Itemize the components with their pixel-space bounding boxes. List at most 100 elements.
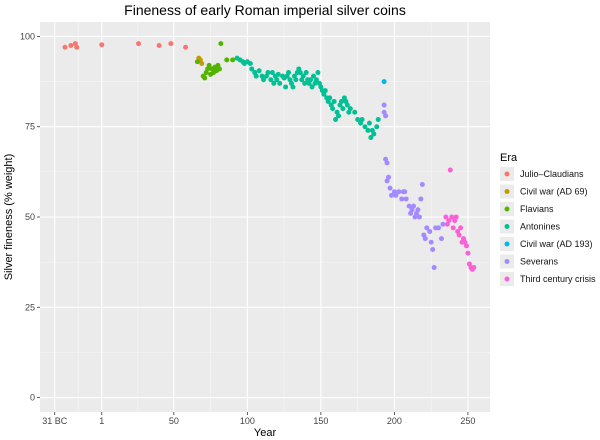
data-point (315, 70, 321, 76)
data-point (456, 232, 462, 238)
x-axis: 31 BC 1 50 100 150 200 250 (42, 412, 475, 426)
legend: Era Julio–Claudians Civil war (AD 69) Flav… (500, 152, 596, 286)
legend-key-dot (504, 206, 510, 212)
y-tick-label: 25 (25, 302, 35, 312)
data-point (447, 167, 453, 173)
x-tick-label: 100 (240, 416, 255, 426)
data-point (438, 236, 444, 242)
data-point (322, 88, 328, 94)
data-point (247, 61, 253, 67)
data-point (216, 66, 222, 72)
data-point (256, 68, 262, 74)
data-point (269, 70, 275, 76)
data-point (430, 247, 436, 252)
data-point (366, 120, 372, 126)
data-point (271, 80, 277, 86)
data-point (303, 70, 309, 76)
data-point (446, 218, 452, 224)
data-point (74, 44, 80, 50)
x-tick-label: 1 (99, 416, 104, 426)
data-point (371, 131, 377, 137)
data-point (388, 192, 394, 198)
legend-key-dot (504, 171, 510, 177)
data-point (336, 113, 342, 119)
data-point (399, 196, 405, 202)
data-point (383, 113, 389, 119)
data-point (218, 41, 224, 47)
data-point (453, 214, 459, 220)
data-point (374, 124, 380, 130)
data-point (68, 42, 74, 48)
data-point (194, 59, 200, 65)
y-tick-label: 75 (25, 122, 35, 132)
data-point (331, 98, 337, 104)
legend-key-dot (504, 259, 510, 264)
data-point (403, 196, 409, 202)
y-tick-label: 50 (25, 212, 35, 222)
data-point (156, 42, 162, 48)
y-tick-label: 100 (20, 31, 35, 41)
data-point (406, 203, 412, 209)
data-point (419, 182, 425, 187)
data-point (440, 221, 446, 227)
data-point (199, 61, 205, 67)
data-point (286, 70, 292, 76)
data-point (136, 41, 142, 47)
y-axis-title: Silver fineness (% weight) (3, 154, 15, 281)
data-point (458, 225, 464, 231)
data-point (344, 102, 350, 108)
data-point (99, 42, 105, 48)
legend-label: Severans (520, 257, 559, 267)
data-point (436, 225, 442, 231)
data-point (330, 106, 336, 112)
legend-key-dot (504, 224, 510, 229)
data-point (352, 109, 358, 115)
data-point (375, 117, 381, 122)
data-point (202, 75, 208, 81)
data-point (347, 106, 353, 112)
legend-label: Civil war (AD 193) (520, 239, 593, 249)
data-point (450, 225, 456, 231)
data-point (338, 98, 344, 104)
legend-key-dot (504, 189, 510, 194)
data-point (415, 207, 421, 213)
data-point (368, 135, 374, 141)
data-point (355, 117, 361, 122)
data-point (386, 174, 392, 180)
data-point (427, 228, 433, 234)
data-point (431, 265, 437, 271)
legend-label: Antonines (520, 222, 561, 232)
data-point (309, 84, 315, 90)
data-point (465, 250, 471, 256)
data-point (362, 124, 368, 130)
data-point (381, 102, 387, 108)
data-point (471, 265, 477, 271)
data-point (277, 80, 283, 86)
data-point (424, 225, 430, 231)
legend-label: Civil war (AD 69) (520, 187, 588, 197)
x-tick-label: 50 (169, 416, 179, 426)
data-point (293, 77, 299, 83)
legend-label: Third century crisis (520, 274, 596, 284)
data-point (449, 214, 455, 220)
data-point (224, 57, 230, 63)
data-point (206, 62, 212, 68)
data-point (230, 57, 236, 63)
x-tick-label: 31 BC (42, 416, 68, 426)
x-tick-label: 150 (313, 416, 328, 426)
data-point (249, 66, 255, 72)
data-point (308, 77, 314, 83)
x-tick-label: 250 (460, 416, 475, 426)
data-point (359, 117, 365, 122)
data-point (416, 214, 422, 220)
y-axis: 0 25 50 75 100 (20, 31, 40, 403)
legend-label: Julio–Claudians (520, 169, 584, 179)
data-point (300, 73, 306, 79)
data-point (418, 196, 424, 202)
data-point (387, 185, 393, 191)
legend-key-dot (504, 241, 510, 247)
data-point (443, 214, 449, 220)
data-point (365, 127, 371, 133)
data-point (302, 80, 308, 86)
